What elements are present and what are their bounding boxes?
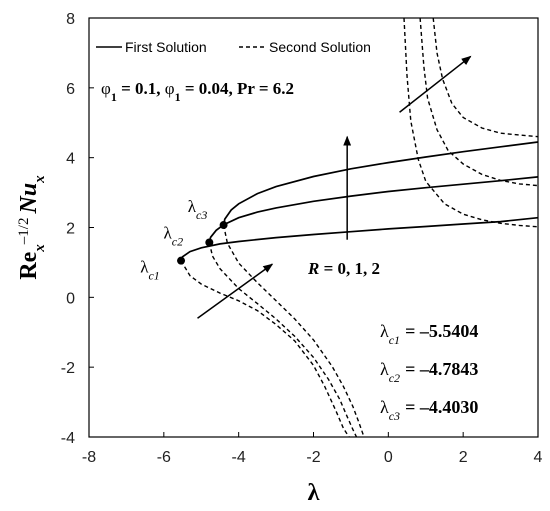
parameter-annotation: φ1 = 0.1, φ1 = 0.04, Pr = 6.2 [101,79,294,104]
critical-value-number: = –5.5404 [405,321,478,341]
second-solution-line [180,260,350,438]
y-tick-label: -4 [61,430,75,447]
y-tick-label: 0 [66,290,75,307]
series-layer [180,17,539,438]
y-axis-label-sub-x: x [32,244,48,253]
critical-point-marker [205,238,214,247]
lambda-symbol: λ [380,397,389,417]
y-tick-label: 8 [66,11,75,28]
legend-second-solution: Second Solution [269,39,371,55]
x-tick-label: -2 [306,449,320,466]
x-axis-label: λ [308,480,320,506]
y-tick-label: -2 [61,360,75,377]
y-axis-label-nu: Nu [16,183,42,215]
tick-layer: -8 -6 -4 -2 0 2 4 -4 -2 0 2 4 6 8 [61,11,543,466]
x-tick-label: 4 [534,449,543,466]
critical-value-label: λc1 = –5.5404 [380,321,478,347]
second-solution-line [208,242,358,438]
trend-arrow [399,55,472,113]
lambda-symbol: λ [140,258,149,277]
y-axis-label-re: Re [16,251,42,279]
critical-point-label: λc1 [140,258,160,283]
legend-first-solution: First Solution [125,39,207,55]
parameter-part: φ [101,79,111,98]
critical-point-marker [177,256,186,265]
second-solution-line [432,17,539,138]
critical-point-layer [177,221,228,265]
r-annotation: R = 0, 1, 2 [307,259,380,278]
parameter-part: 1 [111,90,117,104]
y-tick-label: 4 [66,151,75,168]
critical-point-label: λc3 [188,197,208,222]
x-tick-label: -8 [82,449,96,466]
trend-arrow [197,263,274,319]
r-annotation-values: = 0, 1, 2 [319,259,380,278]
arrow-layer [197,55,472,319]
y-axis-label: Rex–1/2Nux [16,175,48,280]
critical-value-number: = –4.4030 [405,397,478,417]
critical-point-subscript: c2 [172,235,183,249]
y-tick-label: 2 [66,221,75,238]
x-tick-label: -4 [232,449,246,466]
critical-value-subscript: c2 [389,371,400,385]
parameter-part: = 0.04, Pr = 6.2 [181,79,295,98]
second-solution-line [419,17,539,187]
critical-value-number: = –4.7843 [405,359,478,379]
x-tick-label: 2 [459,449,468,466]
critical-value-subscript: c1 [389,333,400,347]
lambda-symbol: λ [380,321,389,341]
parameter-part: φ [165,79,175,98]
critical-value-subscript: c3 [389,409,400,423]
y-axis-label-exponent: –1/2 [16,218,32,246]
y-tick-label: 6 [66,81,75,98]
lambda-symbol: λ [188,197,197,216]
first-solution-line [208,176,539,243]
critical-point-subscript: c3 [196,208,207,222]
parameter-part: 1 [175,90,181,104]
x-tick-label: -6 [157,449,171,466]
second-solution-line [222,224,365,438]
lambda-symbol: λ [164,224,173,243]
first-solution-line [222,141,539,226]
critical-value-label: λc2 = –4.7843 [380,359,478,385]
y-axis-label-sub-x2: x [32,175,48,184]
parameter-part: = 0.1, [117,79,165,98]
lambda-symbol: λ [380,359,389,379]
x-tick-label: 0 [384,449,393,466]
critical-point-label: λc2 [164,224,184,249]
critical-point-marker [219,221,228,230]
r-annotation-symbol: R [307,259,319,278]
first-solution-line [180,216,539,262]
critical-value-label: λc3 = –4.4030 [380,397,478,423]
critical-point-subscript: c1 [148,269,159,283]
second-solution-line [403,17,539,228]
legend: First Solution Second Solution [96,39,371,55]
